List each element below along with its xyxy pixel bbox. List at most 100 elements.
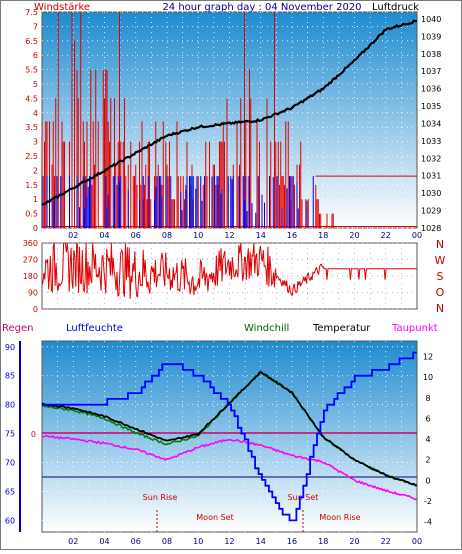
dewpoint-line — [42, 434, 418, 501]
temperature-axis-ticks: 12 10 8 6 4 2 0 -2 -4 — [423, 352, 433, 526]
wind-direction-line — [41, 242, 417, 299]
wind-tick-label: 1 — [33, 195, 38, 204]
wind-tick-label: 3 — [33, 138, 38, 147]
time-tick-label: 12 — [224, 231, 234, 240]
gust-bars — [41, 176, 314, 228]
wind-tick-label: 2 — [33, 166, 38, 175]
pressure-axis-ticks: 1040 1039 1038 1037 1036 1035 1034 1033 1032 1031… — [421, 15, 441, 233]
direction-tick-label: 360 — [23, 239, 38, 248]
time-tick-label: 20 — [349, 537, 359, 546]
temperature-panel-time-ticks: 02 04 06 08 10 12 14 16 18 20 22 00 — [68, 537, 422, 546]
pressure-tick-label: 1029 — [421, 207, 441, 216]
wind-panel-grid — [42, 11, 417, 229]
wind-tick-label: 7.5 — [25, 8, 38, 17]
wind-axis-ticks: 7.5 7 6.5 6 5.5 5 4.5 4 3.5 3 2.5 2 1.5 1 0.5 0 — [25, 8, 38, 233]
regen-label: Regen — [2, 323, 34, 334]
time-tick-label: 10 — [193, 231, 203, 240]
wind-tick-label: 7 — [33, 22, 38, 31]
time-tick-label: 20 — [349, 231, 359, 240]
humidity-tick-label: 75 — [5, 430, 15, 439]
time-tick-label: 00 — [412, 537, 422, 546]
pressure-tick-label: 1034 — [421, 119, 441, 128]
time-tick-label: 12 — [224, 537, 234, 546]
time-tick-label: 18 — [318, 231, 328, 240]
direction-tick-label: 0 — [33, 305, 38, 314]
humidity-tick-label: 65 — [5, 487, 15, 496]
temperature-tick-label: 10 — [423, 373, 433, 382]
wind-tick-label: 0 — [33, 224, 38, 233]
humidity-tick-label: 90 — [5, 343, 15, 352]
time-tick-label: 00 — [412, 231, 422, 240]
pressure-tick-label: 1028 — [421, 224, 441, 233]
pressure-tick-label: 1036 — [421, 85, 441, 94]
time-tick-label: 14 — [256, 537, 266, 546]
temperature-tick-label: 12 — [423, 352, 433, 361]
time-tick-label: 22 — [381, 231, 391, 240]
pressure-tick-label: 1040 — [421, 15, 441, 24]
taupunkt-label: Taupunkt — [391, 323, 438, 334]
temperature-tick-label: 6 — [425, 414, 430, 423]
humidity-tick-label: 80 — [5, 401, 15, 410]
temperature-tick-label: 0 — [425, 476, 430, 485]
windstaerke-label: Windstärke — [34, 2, 90, 13]
pressure-tick-label: 1035 — [421, 102, 441, 111]
wind-tick-label: 1.5 — [25, 181, 38, 190]
humidity-tick-label: 85 — [5, 372, 15, 381]
temperature-tick-label: -4 — [424, 518, 432, 527]
rain-axis-tick: 0 — [31, 430, 36, 439]
wind-tick-label: 4 — [33, 109, 38, 118]
direction-tick-label: 270 — [23, 256, 38, 265]
pressure-tick-label: 1038 — [421, 50, 441, 59]
pressure-tick-label: 1031 — [421, 172, 441, 181]
temperature-tick-label: 8 — [425, 394, 430, 403]
wind-panel-time-ticks: 02 04 06 08 10 12 14 16 18 20 22 00 — [68, 231, 422, 240]
wind-tick-label: 4.5 — [25, 94, 38, 103]
wind-tick-label: 5.5 — [25, 66, 38, 75]
temperature-tick-label: -2 — [424, 497, 432, 506]
time-tick-label: 16 — [287, 537, 297, 546]
wind-tick-label: 6 — [33, 51, 38, 60]
compass-letter: O — [436, 286, 445, 299]
time-tick-label: 06 — [131, 231, 141, 240]
sunrise-label: Sun Rise — [143, 493, 178, 502]
time-tick-label: 02 — [68, 231, 78, 240]
direction-tick-label: 180 — [23, 272, 38, 281]
moonrise-label: Moon Rise — [319, 513, 360, 522]
direction-panel-grid — [42, 242, 417, 310]
humidity-line — [42, 351, 417, 522]
time-tick-label: 08 — [162, 231, 172, 240]
humidity-axis-ticks: 90 85 80 75 70 65 60 — [5, 343, 15, 526]
wind-tick-label: 2.5 — [25, 152, 38, 161]
time-tick-label: 04 — [99, 231, 109, 240]
pressure-tick-label: 1037 — [421, 67, 441, 76]
moonset-label: Moon Set — [196, 513, 233, 522]
chart-title: 24 hour graph day : 04 November 2020 — [162, 2, 361, 13]
luftdruck-label: Luftdruck — [372, 2, 419, 13]
compass-letter: W — [435, 254, 446, 267]
time-tick-label: 16 — [287, 231, 297, 240]
compass-letter: N — [436, 238, 444, 251]
wind-tick-label: 5 — [33, 80, 38, 89]
temperature-line — [41, 371, 417, 487]
time-tick-label: 02 — [68, 537, 78, 546]
direction-axis-ticks: 360 270 180 90 0 — [23, 239, 38, 314]
compass-letter: N — [436, 302, 444, 315]
wind-tick-label: 3.5 — [25, 123, 38, 132]
time-tick-label: 04 — [99, 537, 109, 546]
temperature-panel-grid — [42, 341, 417, 532]
time-tick-label: 18 — [318, 537, 328, 546]
temperatur-label: Temperatur — [312, 323, 371, 334]
luftfeuchte-label: Luftfeuchte — [66, 323, 123, 334]
time-tick-label: 14 — [256, 231, 266, 240]
time-tick-label: 08 — [162, 537, 172, 546]
pressure-tick-label: 1039 — [421, 32, 441, 41]
humidity-tick-label: 60 — [5, 516, 15, 525]
time-tick-label: 22 — [381, 537, 391, 546]
time-tick-label: 10 — [193, 537, 203, 546]
pressure-tick-label: 1033 — [421, 137, 441, 146]
wind-tick-label: 6.5 — [25, 37, 38, 46]
wind-tick-label: 0.5 — [25, 210, 38, 219]
